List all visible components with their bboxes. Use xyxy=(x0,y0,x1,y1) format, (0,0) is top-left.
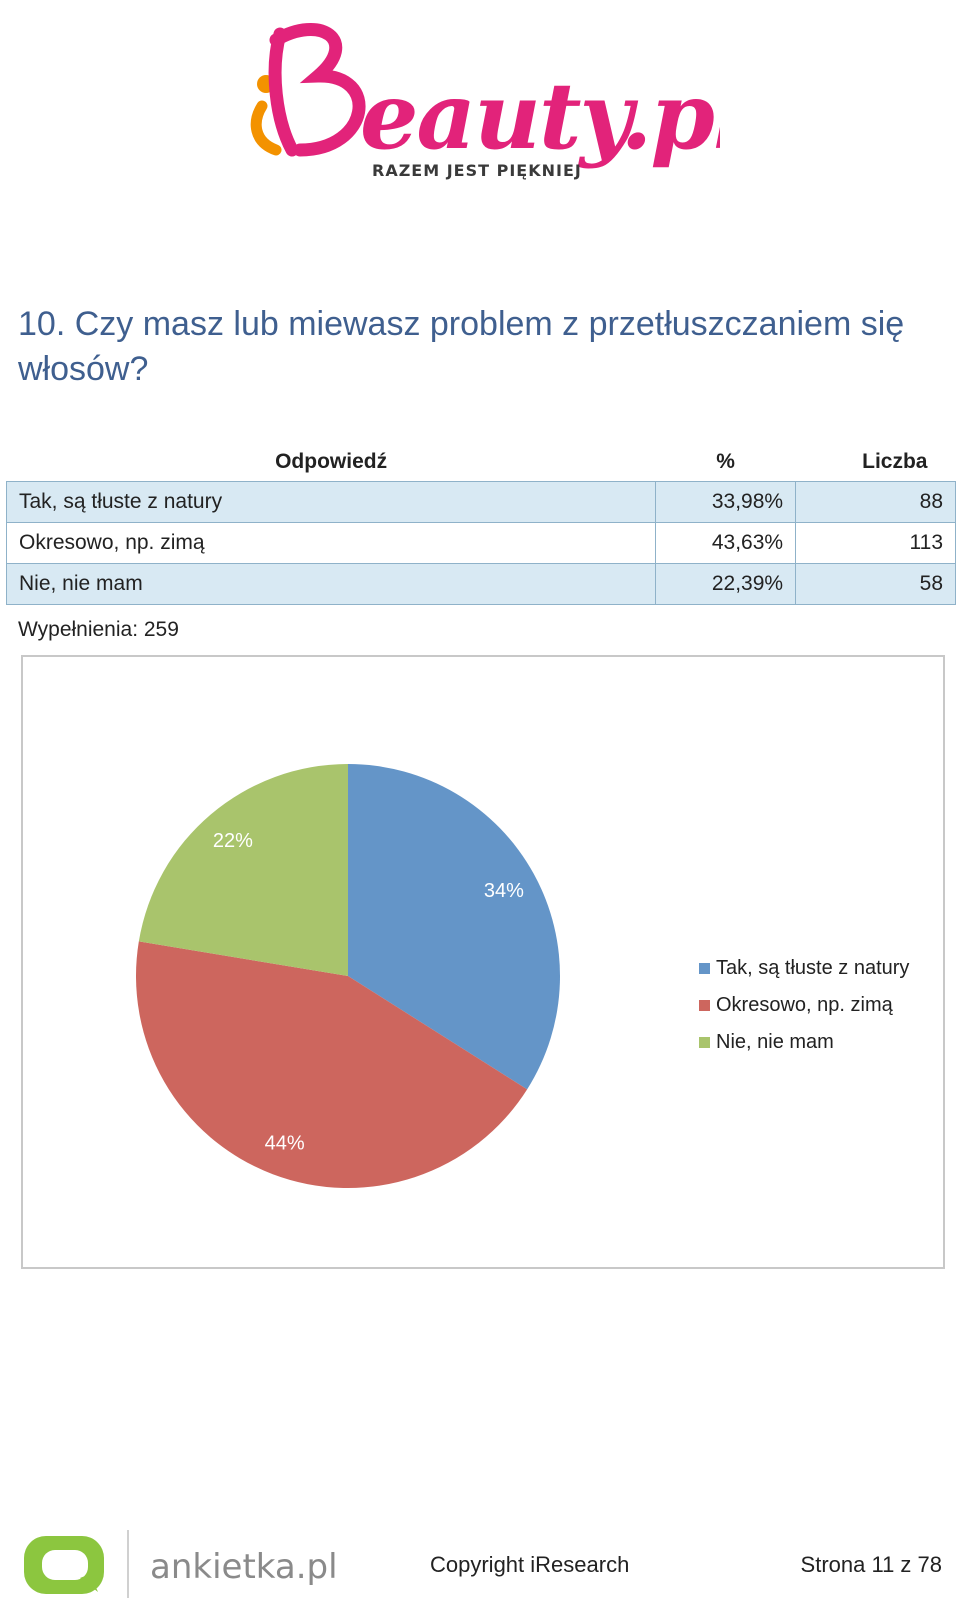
pie-data-label: 22% xyxy=(213,830,253,852)
answer-cell: Tak, są tłuste z natury xyxy=(5,481,657,523)
pie-data-label: 34% xyxy=(484,880,524,902)
page-number: Strona 11 z 78 xyxy=(800,1552,942,1577)
pie-slice xyxy=(348,764,560,1090)
ankietka-logo: ankietka.pl xyxy=(24,1530,338,1598)
logo-tagline: RAZEM JEST PIĘKNIEJ xyxy=(372,161,582,180)
header-percent: % xyxy=(716,450,735,473)
percent-cell: 22,39% xyxy=(655,563,797,605)
header-answer: Odpowiedź xyxy=(275,450,388,473)
percent-cell: 43,63% xyxy=(655,522,797,564)
logo-b-stroke xyxy=(268,23,366,157)
legend-swatch xyxy=(699,1037,710,1048)
responses-count: Wypełnienia: 259 xyxy=(18,618,179,641)
table-header-row: Odpowiedź % Liczba xyxy=(7,443,956,482)
count-cell: 88 xyxy=(795,481,956,523)
logo-wordmark: eauty.pl xyxy=(360,62,720,170)
chart-legend: Tak, są tłuste z natury Okresowo, np. zi… xyxy=(699,950,909,1061)
ibeauty-logo: eauty.pl RAZEM JEST PIĘKNIEJ xyxy=(250,23,720,180)
legend-swatch xyxy=(699,963,710,974)
table-row: Okresowo, np. zimą 43,63% 113 xyxy=(5,522,956,564)
legend-swatch xyxy=(699,1000,710,1011)
legend-item: Nie, nie mam xyxy=(699,1024,909,1061)
ankietka-wordmark: ankietka.pl xyxy=(150,1547,338,1587)
count-cell: 58 xyxy=(795,563,956,605)
legend-item: Okresowo, np. zimą xyxy=(699,987,909,1024)
pie-chart: 34% 44% 22% xyxy=(136,764,560,1188)
legend-item: Tak, są tłuste z natury xyxy=(699,950,909,987)
legend-label: Okresowo, np. zimą xyxy=(716,994,893,1016)
pie-slice xyxy=(136,941,528,1188)
header-count: Liczba xyxy=(862,450,928,473)
legend-label: Nie, nie mam xyxy=(716,1031,834,1053)
table-row: Nie, nie mam 22,39% 58 xyxy=(5,563,956,605)
pie-slice xyxy=(138,764,348,976)
ankietka-icon xyxy=(24,1536,104,1594)
pie-chart-panel: 34% 44% 22% Tak, są tłuste z natury Okreso… xyxy=(21,655,945,1269)
count-cell: 113 xyxy=(795,522,956,564)
pie-data-label: 44% xyxy=(265,1132,305,1154)
percent-cell: 33,98% xyxy=(655,481,797,523)
answer-cell: Nie, nie mam xyxy=(5,563,657,605)
legend-label: Tak, są tłuste z natury xyxy=(716,957,910,979)
answer-cell: Okresowo, np. zimą xyxy=(5,522,657,564)
answers-table: Odpowiedź % Liczba Tak, są tłuste z natu… xyxy=(5,443,956,605)
copyright-text: Copyright iResearch xyxy=(430,1552,630,1577)
question-title: 10. Czy masz lub miewasz problem z przet… xyxy=(18,305,905,388)
table-row: Tak, są tłuste z natury 33,98% 88 xyxy=(5,481,956,523)
